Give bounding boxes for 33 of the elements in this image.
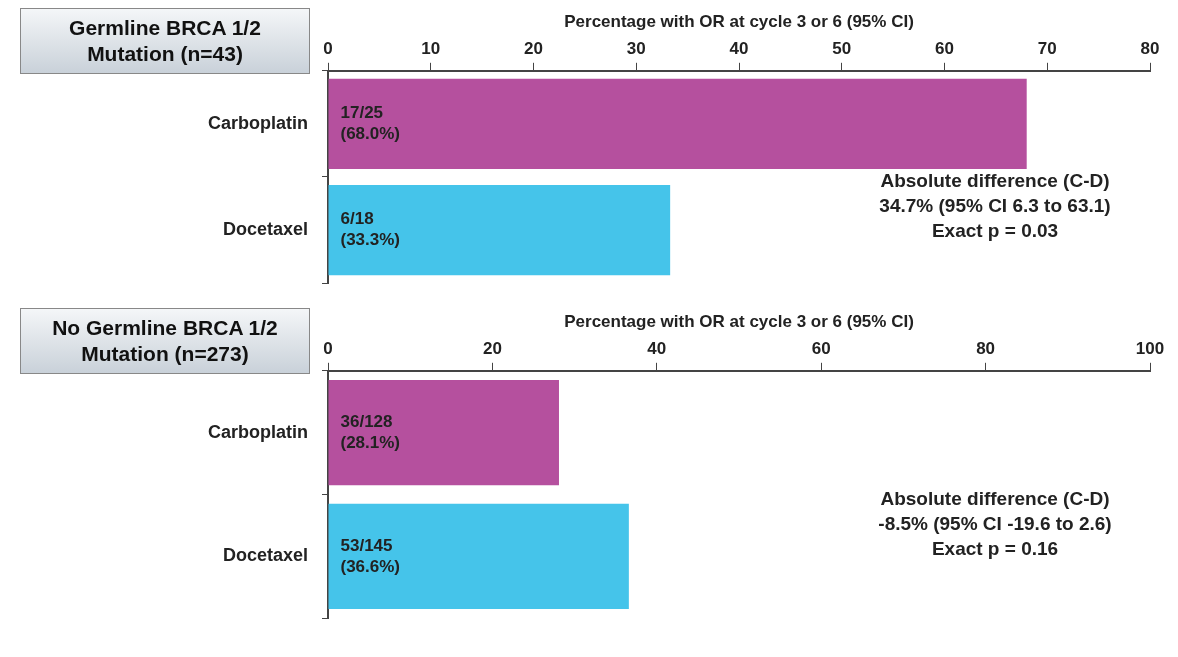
- x-tick-label: 50: [832, 39, 852, 59]
- x-tick-label: 20: [482, 339, 502, 359]
- annotation: Exact p = 0.16: [931, 537, 1059, 559]
- x-tick-label: 0: [323, 39, 333, 59]
- y-tick-label: Docetaxel: [222, 219, 308, 240]
- y-tick-label: Docetaxel: [222, 545, 308, 566]
- chart-title: Germline BRCA 1/2 Mutation (n=43): [20, 8, 310, 74]
- annotation: -8.5% (95% CI -19.6 to 2.6): [878, 512, 1112, 534]
- x-tick-label: 0: [323, 339, 333, 359]
- data-label: 53/145 (36.6%): [340, 535, 401, 576]
- x-tick-label: 30: [626, 39, 646, 59]
- x-tick-label: 70: [1037, 39, 1057, 59]
- chart-title: No Germline BRCA 1/2 Mutation (n=273): [20, 308, 310, 374]
- annotation: Absolute difference (C-D): [880, 487, 1110, 509]
- annotation: 34.7% (95% CI 6.3 to 63.1): [879, 195, 1111, 217]
- x-tick-label: 10: [421, 39, 441, 59]
- x-axis-title: Percentage with OR at cycle 3 or 6 (95% CI): [564, 311, 914, 331]
- annotation: Absolute difference (C-D): [880, 170, 1110, 192]
- x-tick-label: 40: [729, 39, 749, 59]
- x-tick-label: 20: [524, 39, 543, 59]
- data-label: 6/18 (33.3%): [340, 209, 401, 250]
- x-tick-label: 40: [647, 339, 667, 359]
- x-tick-label: 80: [976, 339, 996, 359]
- data-label: 36/128 (28.1%): [340, 411, 401, 452]
- x-tick-label: 100: [1135, 339, 1165, 359]
- data-label: 17/25 (68.0%): [340, 103, 401, 144]
- x-axis-title: Percentage with OR at cycle 3 or 6 (95% CI): [564, 11, 914, 31]
- y-tick-label: Carboplatin: [207, 421, 308, 442]
- x-tick-label: 60: [811, 339, 831, 359]
- x-tick-label: 80: [1140, 39, 1160, 59]
- x-tick-label: 60: [935, 39, 954, 59]
- y-tick-label: Carboplatin: [207, 112, 308, 133]
- annotation: Exact p = 0.03: [931, 220, 1059, 242]
